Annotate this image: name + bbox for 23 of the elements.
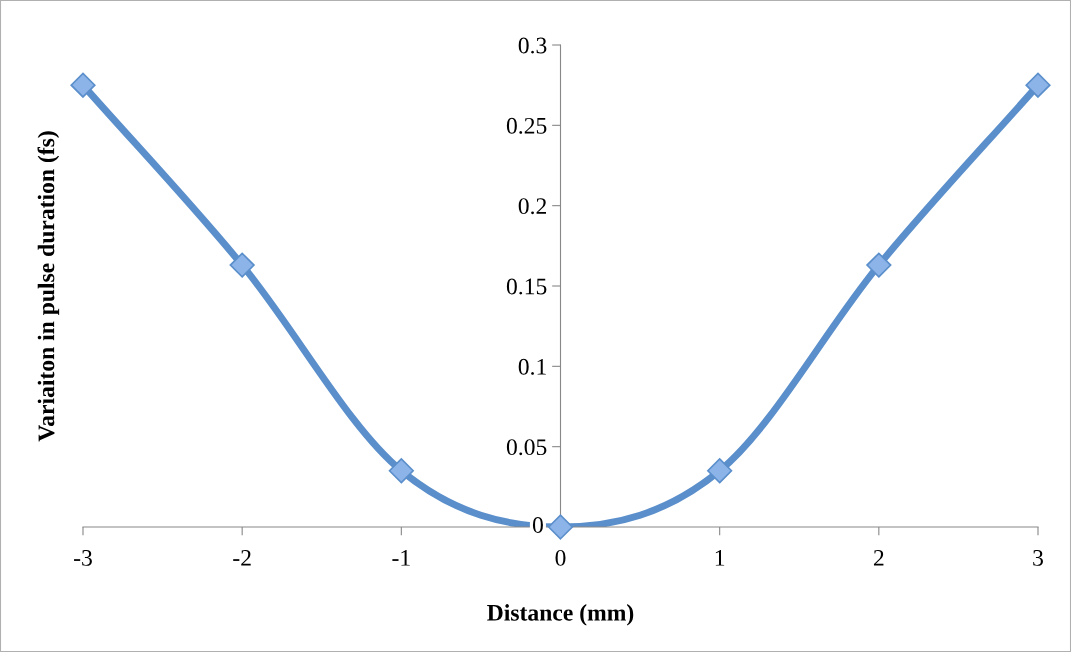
y-tick-label: 0.15 — [506, 278, 547, 295]
x-tick-label: -3 — [74, 549, 92, 566]
x-tick-label: -2 — [233, 549, 251, 566]
x-tick-label: 1 — [715, 550, 725, 566]
y-tick-label: 0.2 — [518, 198, 546, 215]
x-tick-label: -1 — [392, 550, 410, 566]
y-tick-label: 0 — [532, 516, 543, 533]
y-tick-label: 0.3 — [518, 37, 547, 54]
y-tick-label: 0.25 — [506, 117, 547, 134]
x-axis-title: Distance (mm) — [487, 604, 634, 626]
y-tick-label: 0.05 — [506, 439, 547, 456]
point — [866, 252, 892, 278]
point — [70, 72, 96, 98]
y-axis-title: Variaiton in pulse duration (fs) — [37, 131, 60, 442]
point — [547, 514, 574, 540]
point — [707, 458, 733, 484]
point — [388, 458, 414, 484]
x-tick-label: 0 — [555, 549, 566, 566]
x-tick-label: 2 — [873, 549, 884, 566]
y-tick-label: 0.1 — [518, 358, 546, 375]
point — [229, 252, 255, 278]
point — [1025, 72, 1051, 98]
x-tick-label: 3 — [1033, 549, 1043, 566]
